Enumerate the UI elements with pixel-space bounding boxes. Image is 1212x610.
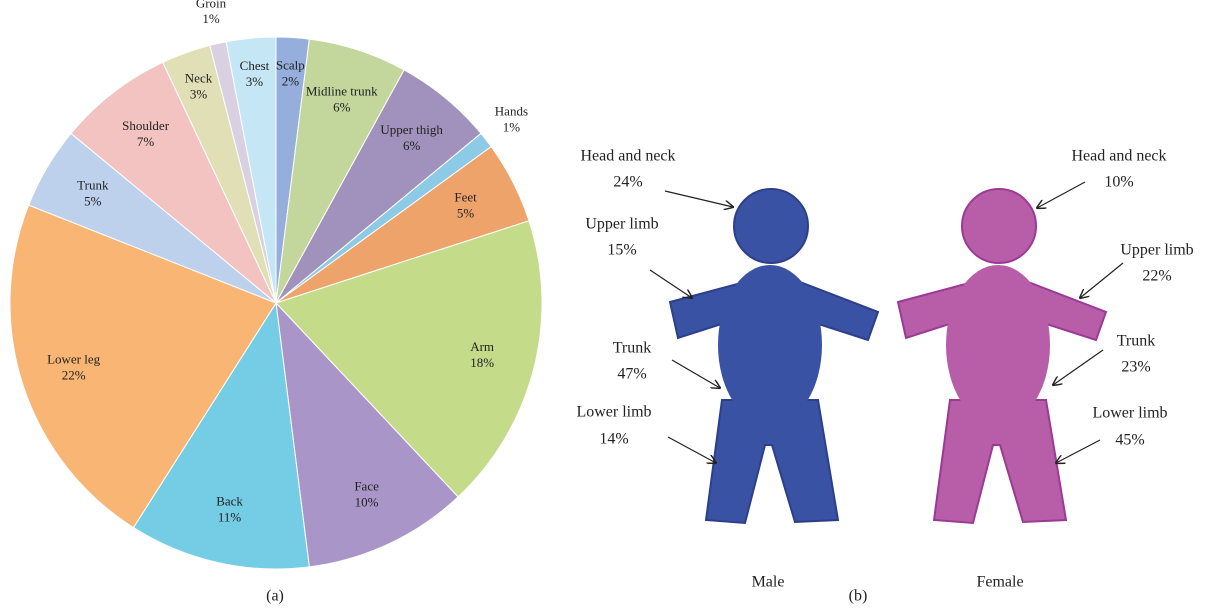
pie-slice <box>70 61 277 304</box>
region-label: Upper limb <box>1120 242 1193 259</box>
region-value: 23% <box>1121 359 1150 376</box>
slice-label: Lower leg <box>47 352 101 367</box>
slice-label: Shoulder <box>122 118 170 133</box>
region-label: Upper limb <box>585 216 658 233</box>
slice-label: Back <box>216 494 243 509</box>
figure-name: Male <box>752 574 785 591</box>
slice-value: 10% <box>355 495 379 510</box>
slice-label: Upper thigh <box>380 122 443 137</box>
male-labels: Head and neck 24% Upper limb 15% Trunk 4… <box>576 148 784 591</box>
region-value: 47% <box>617 366 646 383</box>
figure-name: Female <box>976 574 1023 591</box>
slice-value: 1% <box>202 11 220 26</box>
slice-value: 1% <box>503 119 521 134</box>
slice-label: Groin <box>196 0 227 10</box>
pie-slice <box>9 204 277 529</box>
female-labels: Head and neck 10% Upper limb 22% Trunk 2… <box>976 148 1193 591</box>
slice-label: Neck <box>185 71 213 86</box>
region-value: 45% <box>1115 432 1144 449</box>
arrows <box>649 181 1124 463</box>
region-label: Head and neck <box>1071 148 1166 165</box>
region-value: 14% <box>599 431 628 448</box>
region-value: 10% <box>1104 174 1133 191</box>
male-figure <box>668 188 880 525</box>
slice-value: 2% <box>282 74 300 89</box>
female-figure <box>896 188 1108 525</box>
slice-label: Midline trunk <box>306 84 378 99</box>
slice-value: 3% <box>190 87 208 102</box>
slice-value: 6% <box>333 100 351 115</box>
slice-label: Chest <box>240 58 270 73</box>
slice-value: 18% <box>470 355 494 370</box>
pie-slice <box>225 36 277 304</box>
region-value: 15% <box>607 242 636 259</box>
pie-slice <box>275 220 543 498</box>
region-label: Head and neck <box>580 148 675 165</box>
slice-label: Scalp <box>276 58 305 73</box>
slice-label: Hands <box>495 103 528 118</box>
slice-value: 3% <box>246 74 264 89</box>
slice-label: Arm <box>470 339 494 354</box>
slice-value: 6% <box>403 138 421 153</box>
caption: (a) <box>266 588 284 605</box>
caption: (b) <box>849 588 868 605</box>
slice-value: 22% <box>62 368 86 383</box>
region-label: Lower limb <box>1092 405 1167 422</box>
pie-slice <box>275 301 459 568</box>
slice-label: Feet <box>454 189 477 204</box>
slice-label: Trunk <box>77 178 109 193</box>
slice-value: 7% <box>137 134 155 149</box>
slice-value: 5% <box>457 205 475 220</box>
slice-value: 11% <box>218 510 242 525</box>
region-value: 22% <box>1142 268 1171 285</box>
slice-label: Face <box>354 479 379 494</box>
region-label: Lower limb <box>576 404 651 421</box>
region-label: Trunk <box>613 340 652 357</box>
region-label: Trunk <box>1117 333 1156 350</box>
slice-value: 5% <box>84 194 102 209</box>
pie-slice <box>132 301 310 570</box>
region-value: 24% <box>613 174 642 191</box>
